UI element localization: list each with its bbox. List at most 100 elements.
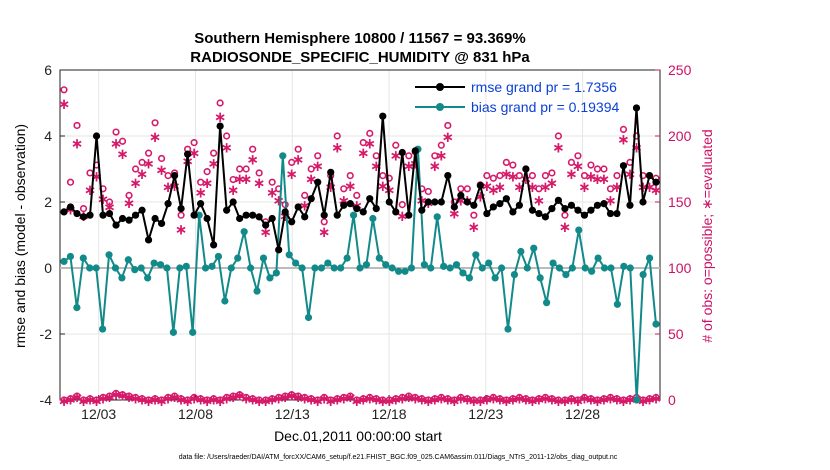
bias-point bbox=[92, 264, 100, 272]
bias-point bbox=[176, 264, 184, 272]
obs-evaluated-point: ∗ bbox=[572, 157, 585, 175]
bias-point bbox=[478, 264, 486, 272]
obs-possible-point bbox=[288, 391, 296, 399]
bias-point bbox=[427, 264, 435, 272]
obs-possible-point bbox=[450, 396, 458, 404]
bias-point bbox=[645, 254, 654, 262]
bias-point bbox=[311, 264, 319, 272]
obs-possible-point bbox=[92, 396, 101, 404]
obs-possible-point bbox=[515, 393, 523, 401]
obs-possible-point bbox=[190, 139, 198, 147]
bias-point bbox=[182, 262, 190, 270]
rmse-point bbox=[255, 213, 263, 221]
obs-possible-point bbox=[197, 178, 205, 186]
x-tick-label: 12/13 bbox=[275, 406, 310, 422]
rmse-point bbox=[157, 219, 166, 228]
y-right-tick-label: 200 bbox=[668, 128, 692, 144]
obs-evaluated-point: ∗ bbox=[188, 144, 201, 162]
obs-evaluated-point: ∗ bbox=[578, 389, 591, 407]
obs-possible-point bbox=[502, 158, 510, 166]
obs-evaluated-point: ∗ bbox=[201, 392, 214, 410]
rmse-point bbox=[333, 211, 341, 219]
obs-possible-point bbox=[593, 165, 602, 173]
obs-evaluated-point: ∗ bbox=[650, 181, 663, 199]
obs-possible-point bbox=[112, 128, 120, 136]
rmse-point bbox=[554, 196, 563, 204]
obs-evaluated-point: ∗ bbox=[376, 177, 389, 195]
bias-point bbox=[298, 264, 306, 272]
obs-possible-point bbox=[463, 185, 471, 193]
legend-bias-label: bias grand pr = 0.19394 bbox=[471, 99, 619, 115]
obs-possible-point bbox=[554, 132, 563, 140]
bias-point bbox=[491, 274, 499, 282]
obs-evaluated-point: ∗ bbox=[448, 205, 461, 223]
obs-possible-point bbox=[600, 395, 608, 403]
obs-possible-point bbox=[340, 185, 348, 193]
obs-evaluated-point: ∗ bbox=[246, 150, 259, 168]
bias-point bbox=[375, 254, 383, 262]
x-tick-label: 12/23 bbox=[468, 406, 503, 422]
obs-possible-point bbox=[535, 395, 543, 403]
rmse-point bbox=[359, 208, 367, 216]
obs-evaluated-point: ∗ bbox=[324, 392, 337, 410]
rmse-point bbox=[606, 209, 615, 218]
bias-point bbox=[330, 264, 338, 272]
obs-possible-point bbox=[587, 395, 595, 403]
obs-evaluated-point: ∗ bbox=[637, 392, 650, 410]
obs-possible-point bbox=[509, 395, 517, 403]
bias-point bbox=[549, 259, 557, 267]
obs-possible-point bbox=[105, 198, 114, 206]
bias-point bbox=[575, 226, 583, 234]
bias-point bbox=[588, 267, 596, 275]
rmse-point bbox=[418, 206, 426, 214]
obs-possible-point bbox=[580, 393, 589, 401]
obs-possible-point bbox=[301, 191, 309, 199]
bias-point bbox=[124, 256, 132, 264]
bias-point bbox=[324, 259, 332, 267]
obs-possible-point bbox=[60, 396, 68, 404]
obs-evaluated-point: ∗ bbox=[487, 389, 500, 407]
bias-point bbox=[259, 254, 268, 262]
bias-point bbox=[452, 261, 461, 269]
obs-possible-point bbox=[105, 392, 114, 400]
obs-evaluated-point: ∗ bbox=[123, 194, 136, 212]
obs-evaluated-point: ∗ bbox=[207, 154, 220, 172]
obs-possible-point bbox=[645, 395, 654, 403]
obs-possible-point bbox=[567, 395, 576, 403]
obs-possible-point bbox=[515, 172, 523, 180]
rmse-point bbox=[450, 203, 458, 211]
obs-possible-point bbox=[528, 396, 536, 404]
obs-possible-point bbox=[164, 393, 172, 401]
bias-point bbox=[420, 261, 428, 269]
rmse-point bbox=[405, 211, 413, 219]
obs-possible-point bbox=[73, 121, 81, 130]
rmse-point bbox=[502, 195, 510, 203]
obs-evaluated-point: ∗ bbox=[253, 174, 266, 192]
obs-evaluated-point: ∗ bbox=[376, 392, 389, 410]
obs-evaluated-point: ∗ bbox=[292, 388, 305, 406]
obs-possible-point bbox=[216, 396, 224, 404]
bias-point bbox=[600, 264, 609, 272]
obs-possible-point bbox=[138, 395, 146, 403]
obs-evaluated-point: ∗ bbox=[162, 389, 175, 407]
obs-evaluated-point: ∗ bbox=[318, 223, 331, 241]
rmse-point bbox=[632, 104, 641, 112]
obs-evaluated-point: ∗ bbox=[442, 391, 455, 409]
obs-possible-point bbox=[652, 393, 660, 401]
rmse-point bbox=[144, 236, 153, 244]
obs-evaluated-point: ∗ bbox=[643, 391, 656, 409]
obs-possible-point bbox=[229, 175, 237, 184]
rmse-point bbox=[184, 150, 192, 158]
bias-point bbox=[337, 264, 345, 272]
obs-possible-point bbox=[489, 393, 497, 401]
rmse-point bbox=[164, 200, 172, 208]
obs-possible-point bbox=[444, 121, 452, 130]
bias-point bbox=[356, 264, 364, 272]
rmse-point bbox=[431, 198, 439, 206]
obs-possible-point bbox=[320, 218, 328, 226]
obs-possible-point bbox=[424, 396, 432, 404]
bias-point bbox=[639, 271, 647, 279]
bias-series bbox=[60, 145, 660, 404]
rmse-point bbox=[73, 209, 81, 218]
obs-possible-point bbox=[314, 152, 322, 160]
